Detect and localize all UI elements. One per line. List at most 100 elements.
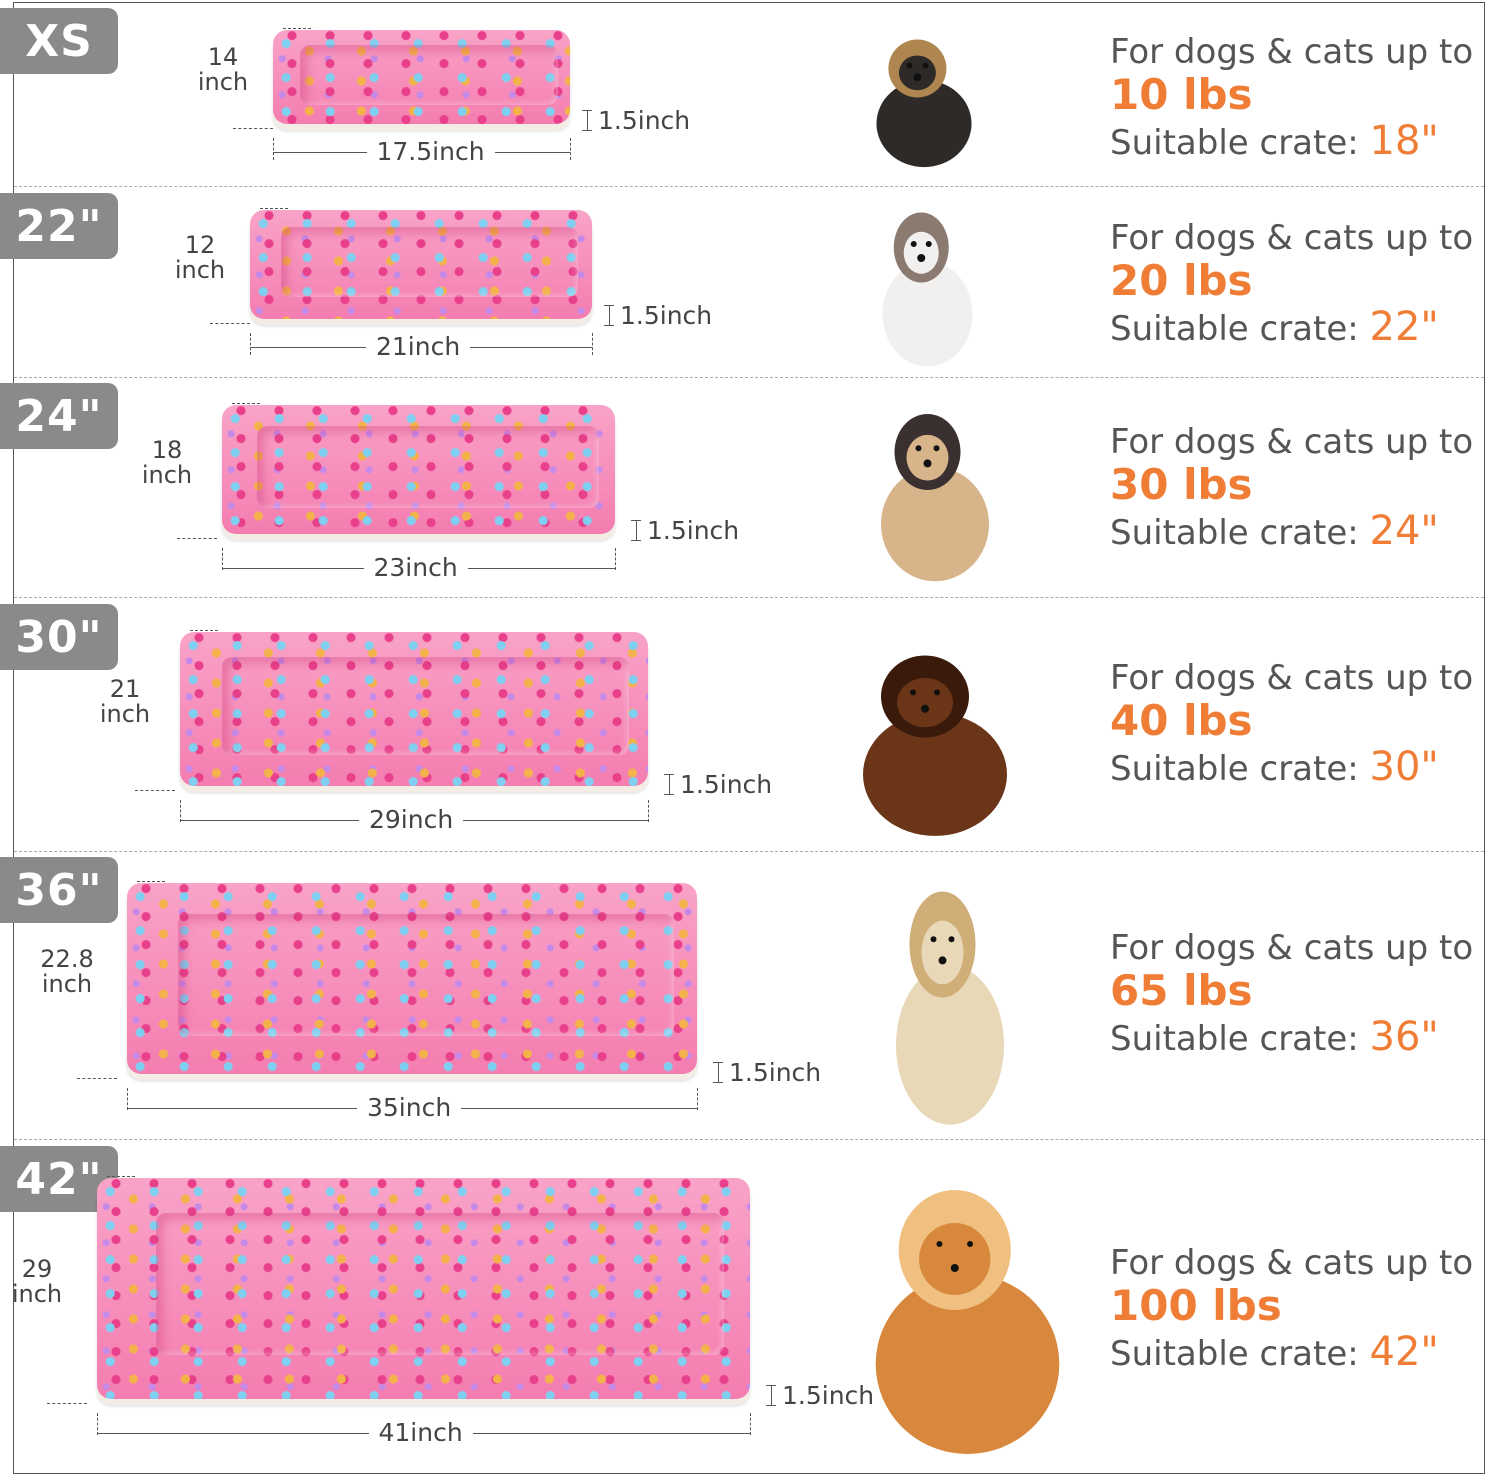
depth-label: 12 inch (165, 230, 235, 284)
thickness-tick (713, 1062, 723, 1063)
weight-prefix: For dogs & cats up to (1110, 1243, 1474, 1283)
width-tick (127, 1088, 128, 1110)
crate-size: 30" (1369, 744, 1439, 790)
pet-mat-image (222, 405, 615, 534)
thickness-label: 1.5inch (680, 770, 773, 799)
width-tick (222, 548, 223, 570)
max-weight: 40 lbs (1110, 696, 1253, 745)
depth-value: 12 (184, 230, 216, 259)
weight-prefix: For dogs & cats up to (1110, 658, 1474, 698)
thickness-label: 1.5inch (782, 1381, 875, 1410)
crate-line: Suitable crate: 36" (1110, 1014, 1473, 1062)
size-description: For dogs & cats up to 10 lbs Suitable cr… (1110, 32, 1473, 166)
thickness-label: 1.5inch (729, 1058, 822, 1087)
size-badge: 24" (0, 383, 118, 449)
width-tick (180, 800, 181, 822)
depth-unit: inch (141, 460, 193, 489)
crate-prefix: Suitable crate: (1110, 749, 1359, 789)
pet-mat-image (250, 210, 592, 319)
mat-bolster (222, 657, 629, 756)
mat-bolster (178, 914, 674, 1036)
infographic-frame (13, 2, 1485, 1474)
size-badge: 42" (0, 1146, 118, 1212)
depth-value: 18 (151, 435, 183, 464)
depth-unit: inch (174, 255, 226, 284)
depth-tick (107, 1176, 135, 1177)
width-label: 41inch (368, 1420, 473, 1445)
thickness-tick (664, 794, 674, 795)
pet-mat-image (180, 632, 648, 786)
depth-label: 29 inch (2, 1254, 72, 1308)
max-weight: 30 lbs (1110, 460, 1253, 509)
depth-tick (260, 208, 288, 209)
depth-label: 21 inch (90, 677, 160, 727)
weight-prefix: For dogs & cats up to (1110, 422, 1474, 462)
crate-line: Suitable crate: 22" (1110, 304, 1473, 352)
thickness-tick (582, 130, 592, 131)
pet-mat-image (97, 1178, 750, 1399)
thickness-label: 1.5inch (598, 106, 691, 135)
mat-bolster (281, 227, 579, 297)
depth-tick (190, 630, 218, 631)
width-tick (273, 138, 274, 160)
thickness-tick (713, 1082, 723, 1083)
depth-tick (232, 403, 260, 404)
weight-prefix: For dogs & cats up to (1110, 928, 1474, 968)
crate-prefix: Suitable crate: (1110, 123, 1359, 163)
thickness-tick (766, 1405, 776, 1406)
max-weight: 20 lbs (1110, 256, 1253, 305)
depth-tick (283, 28, 311, 29)
crate-line: Suitable crate: 24" (1110, 508, 1473, 556)
thickness-tick (631, 520, 641, 521)
row-divider (14, 597, 1484, 598)
weight-prefix: For dogs & cats up to (1110, 218, 1474, 258)
crate-size: 42" (1369, 1329, 1439, 1375)
crate-size: 18" (1369, 118, 1439, 164)
width-label: 23inch (363, 555, 468, 580)
depth-tick (233, 128, 273, 129)
size-badge: 30" (0, 604, 118, 670)
thickness-marker (636, 520, 637, 540)
thickness-label: 1.5inch (620, 301, 713, 330)
crate-line: Suitable crate: 18" (1110, 118, 1473, 166)
thickness-marker (718, 1062, 719, 1082)
depth-value: 21 (109, 675, 141, 703)
thickness-tick (766, 1385, 776, 1386)
crate-prefix: Suitable crate: (1110, 309, 1359, 349)
depth-tick (47, 1403, 87, 1404)
mat-bolster (156, 1213, 724, 1354)
size-badge: 36" (0, 857, 118, 923)
size-badge: 22" (0, 193, 118, 259)
thickness-tick (664, 774, 674, 775)
mat-bolster (257, 426, 599, 509)
depth-unit: inch (197, 68, 249, 96)
depth-tick (135, 790, 175, 791)
max-weight: 100 lbs (1110, 1281, 1282, 1330)
width-label: 17.5inch (366, 139, 495, 164)
mat-bolster (300, 45, 558, 105)
row-divider (14, 377, 1484, 378)
size-description: For dogs & cats up to 100 lbs Suitable c… (1110, 1243, 1473, 1377)
depth-unit: inch (41, 969, 93, 998)
thickness-marker (669, 774, 670, 794)
crate-size: 24" (1369, 508, 1439, 554)
width-tick (97, 1413, 98, 1435)
size-description: For dogs & cats up to 65 lbs Suitable cr… (1110, 928, 1473, 1062)
crate-prefix: Suitable crate: (1110, 1334, 1359, 1374)
depth-label: 18 inch (132, 435, 202, 489)
labrador-photo (875, 865, 1025, 1130)
depth-unit: inch (11, 1279, 63, 1308)
thickness-label: 1.5inch (647, 516, 740, 545)
depth-value: 29 (21, 1254, 53, 1283)
size-description: For dogs & cats up to 40 lbs Suitable cr… (1110, 658, 1473, 792)
width-label: 35inch (357, 1095, 462, 1120)
width-label: 21inch (366, 334, 471, 359)
golden-retriever-photo (840, 1160, 1095, 1460)
width-label: 29inch (359, 807, 464, 832)
crate-size: 36" (1369, 1014, 1439, 1060)
depth-tick (177, 538, 217, 539)
crate-size: 22" (1369, 304, 1439, 350)
depth-tick (77, 1078, 117, 1079)
width-tick (750, 1413, 751, 1435)
depth-tick (210, 323, 250, 324)
